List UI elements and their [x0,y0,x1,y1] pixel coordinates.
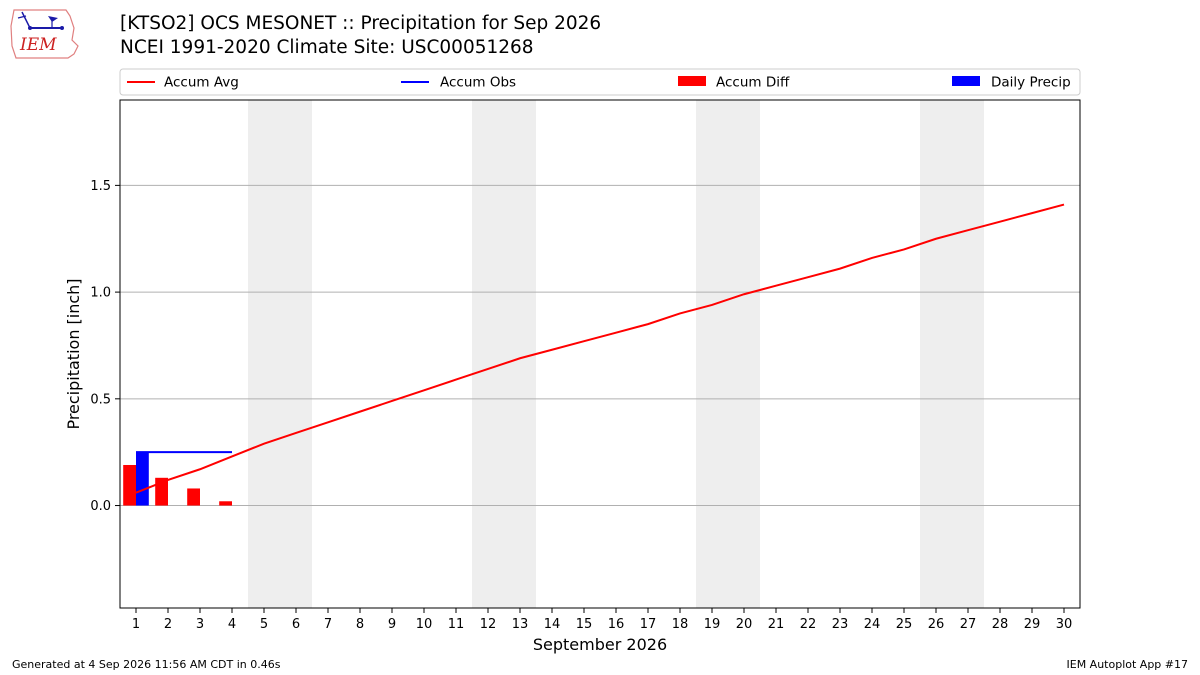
accum-diff-bar [123,464,136,506]
x-tick-label: 22 [800,617,817,632]
x-tick-label: 11 [448,617,465,632]
x-tick-label: 7 [324,617,332,632]
legend-accum-avg-label: Accum Avg [164,75,239,91]
y-axis-label: Precipitation [inch] [64,278,83,429]
x-tick-label: 23 [832,617,849,632]
x-axis-label: September 2026 [533,635,667,654]
title-line-2: NCEI 1991-2020 Climate Site: USC00051268 [120,37,534,58]
y-tick-label: 0.5 [90,392,111,407]
x-tick-label: 9 [388,617,396,632]
legend-accum-diff-label: Accum Diff [716,75,790,91]
x-tick-label: 29 [1024,617,1041,632]
x-tick-label: 15 [576,617,593,632]
legend-box [119,68,1081,96]
daily-precip-bar [136,452,149,506]
x-tick-label: 19 [704,617,721,632]
chart-title: [KTSO2] OCS MESONET :: Precipitation for… [120,12,601,60]
x-tick-label: 6 [292,617,300,632]
x-tick-label: 3 [196,617,204,632]
x-tick-label: 28 [992,617,1009,632]
accum-avg-line [135,203,1065,494]
iem-logo: IEM [8,6,82,64]
weekend-shade [472,100,536,608]
x-tick-label: 21 [768,617,785,632]
x-tick-label: 1 [132,617,140,632]
plot-frame [119,99,1081,609]
x-tick-label: 16 [608,617,625,632]
x-tick-label: 13 [512,617,529,632]
x-tick-label: 18 [672,617,689,632]
accum-diff-bar [219,501,232,506]
y-tick-label: 1.0 [90,286,111,301]
x-tick-label: 4 [228,617,236,632]
legend-daily-precip-label: Daily Precip [991,75,1071,91]
legend-accum-obs-label: Accum Obs [440,75,516,91]
y-tick-label: 0.0 [90,499,111,514]
x-tick-label: 24 [864,617,881,632]
logo-text: IEM [19,35,57,55]
weekend-shade [248,100,312,608]
x-tick-label: 20 [736,617,753,632]
y-tick-label: 1.5 [90,179,111,194]
x-tick-label: 17 [640,617,657,632]
x-tick-label: 14 [544,617,561,632]
footer-generated-text: Generated at 4 Sep 2026 11:56 AM CDT in … [12,658,281,671]
x-tick-label: 10 [416,617,433,632]
x-tick-label: 2 [164,617,172,632]
x-tick-label: 12 [480,617,497,632]
accum-diff-bar [187,488,200,506]
weekend-shade [920,100,984,608]
iem-logo-icon: IEM [10,9,79,59]
legend-accum-diff-swatch [678,76,706,86]
x-tick-label: 27 [960,617,977,632]
title-line-1: [KTSO2] OCS MESONET :: Precipitation for… [120,13,602,34]
x-tick-label: 25 [896,617,913,632]
weekend-shade [696,100,760,608]
x-tick-label: 30 [1056,617,1073,632]
footer-app-text: IEM Autoplot App #17 [1066,658,1189,671]
x-tick-label: 5 [260,617,268,632]
legend-daily-precip-swatch [952,76,980,86]
x-tick-label: 8 [356,617,364,632]
x-tick-label: 26 [928,617,945,632]
